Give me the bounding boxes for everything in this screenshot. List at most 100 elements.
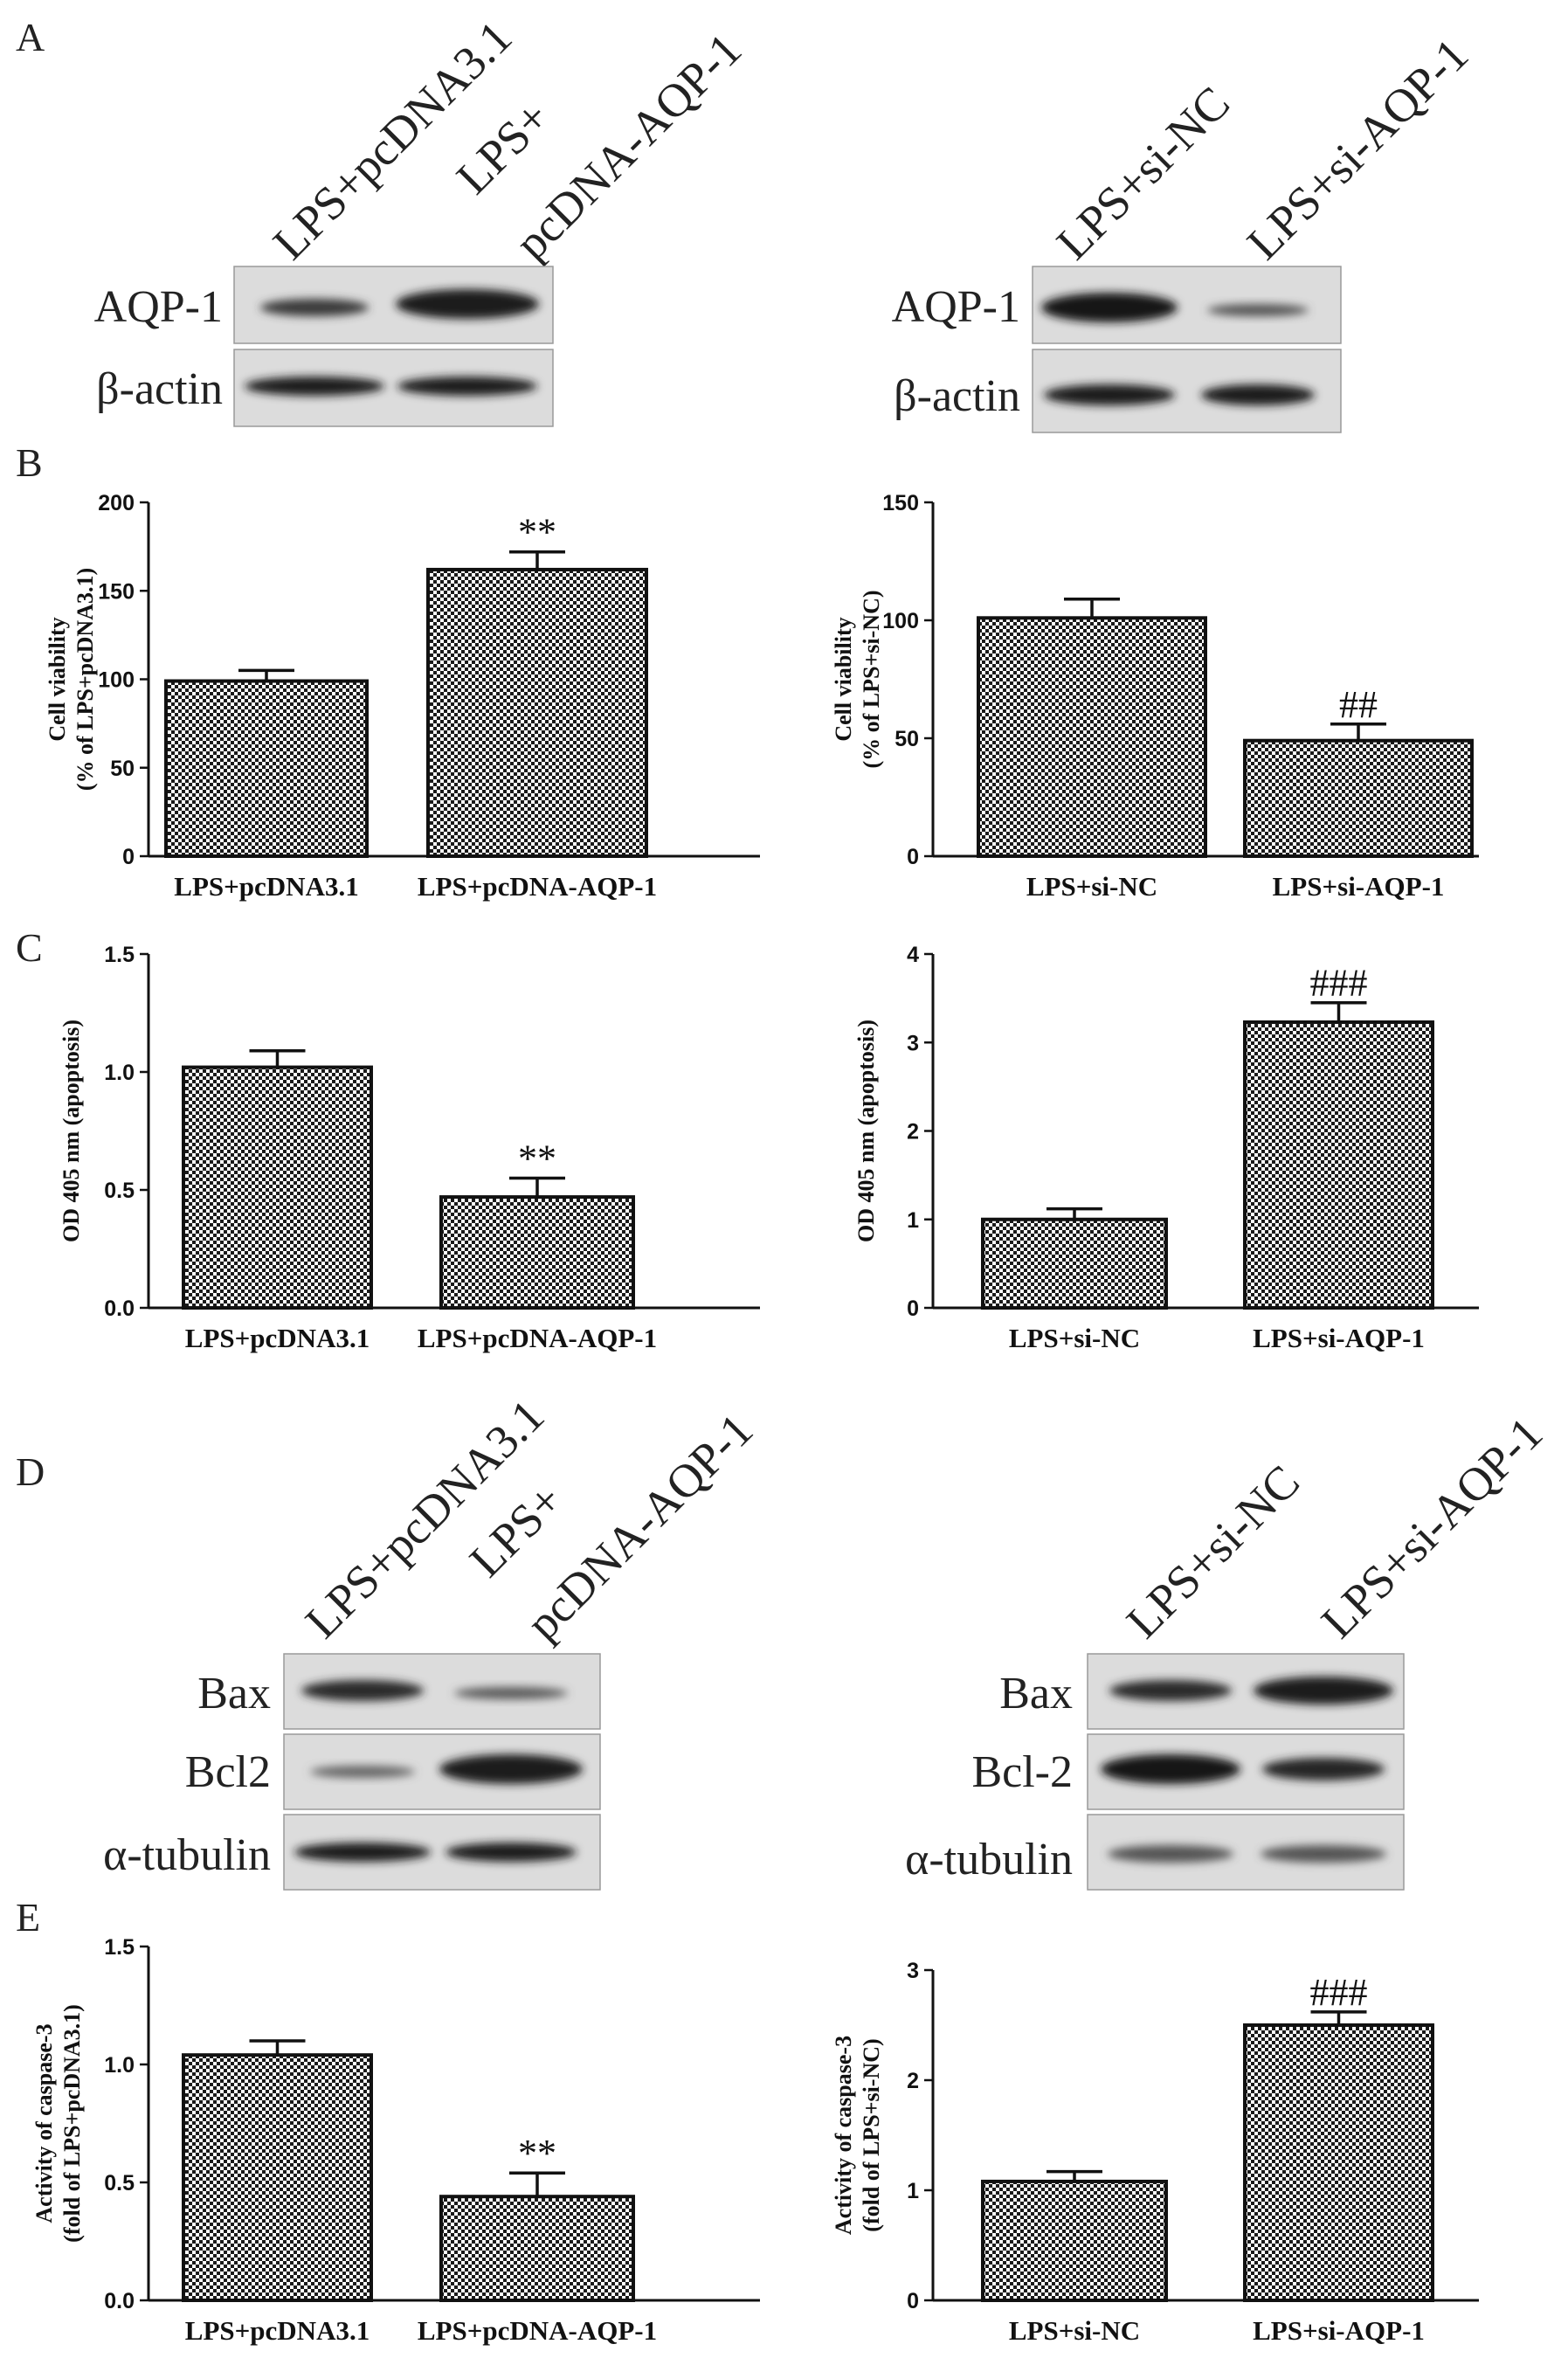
- band: [245, 377, 384, 396]
- protein-label: AQP-1: [892, 282, 1020, 332]
- band: [1261, 1845, 1386, 1863]
- significance-label: ##: [1339, 683, 1378, 726]
- panel-label-c: C: [16, 925, 43, 970]
- y-axis-label: Activity of caspase-3: [831, 2036, 856, 2235]
- band: [1254, 1677, 1393, 1705]
- bar: [426, 567, 648, 858]
- protein-label: Bcl2: [185, 1747, 271, 1797]
- y-tick-label: 2: [907, 2069, 919, 2093]
- chart-apoptosis-overexpression: 0.0 0.5 1.0 1.5 OD 405 nm (apoptosis) LPS+pcD…: [59, 943, 760, 1353]
- chart-apoptosis-knockdown: 0 1 2 3 4 OD 405 nm (apoptosis) LPS+si-NC ### LP…: [853, 943, 1479, 1353]
- protein-label: α-tubulin: [103, 1830, 271, 1880]
- y-tick-label: 0: [907, 1297, 919, 1321]
- y-axis-label: (% of LPS+si-NC): [859, 590, 884, 768]
- significance-label: ###: [1310, 962, 1368, 1005]
- lane-label: LPS+si-AQP-1: [1311, 1407, 1552, 1648]
- protein-label: α-tubulin: [905, 1835, 1073, 1884]
- category-label: LPS+pcDNA-AQP-1: [418, 1323, 657, 1353]
- y-tick-label: 100: [882, 609, 919, 633]
- category-label: LPS+pcDNA3.1: [185, 1323, 370, 1353]
- band: [1108, 1845, 1233, 1863]
- band: [1207, 304, 1309, 316]
- lane-label: LPS+si-AQP-1: [1237, 28, 1478, 269]
- lane-label: LPS+si-NC: [1046, 76, 1240, 269]
- bar: [164, 679, 369, 859]
- significance-label: **: [518, 1138, 556, 1180]
- protein-label: β-actin: [894, 371, 1020, 421]
- blot-a-right: LPS+si-NC LPS+si-AQP-1 AQP-1 β-actin: [892, 28, 1478, 433]
- y-axis-label: (fold of LPS+si-NC): [859, 2038, 884, 2231]
- category-label: LPS+pcDNA3.1: [185, 2315, 370, 2346]
- bar: [981, 1217, 1168, 1310]
- y-tick-label: 0.5: [104, 2171, 135, 2195]
- y-axis-label: Activity of caspase-3: [31, 2023, 57, 2223]
- y-tick-label: 0: [907, 2289, 919, 2313]
- band: [439, 1754, 583, 1784]
- band: [446, 1843, 577, 1862]
- y-tick-label: 0: [122, 845, 135, 869]
- band: [397, 377, 537, 396]
- category-label: LPS+si-AQP-1: [1253, 2315, 1425, 2346]
- band: [301, 1680, 424, 1701]
- bar: [182, 1065, 373, 1310]
- category-label: LPS+pcDNA3.1: [174, 871, 358, 902]
- y-tick-label: 100: [98, 668, 135, 693]
- significance-label: **: [518, 511, 556, 554]
- significance-label: ###: [1310, 1971, 1368, 2014]
- y-axis-label: OD 405 nm (apoptosis): [59, 1020, 84, 1242]
- protein-label: β-actin: [96, 364, 223, 414]
- panel-label-d: D: [16, 1449, 45, 1494]
- protein-label: Bax: [999, 1669, 1073, 1718]
- band: [1109, 1680, 1232, 1701]
- y-tick-label: 0.5: [104, 1179, 135, 1203]
- band: [1041, 293, 1178, 322]
- chart-cell-viability-overexpression: 0 50 100 150 200 Cell viability (% of LPS+pcDN…: [45, 491, 760, 902]
- band: [1101, 1754, 1240, 1784]
- bar: [439, 1195, 635, 1310]
- band: [1044, 384, 1175, 405]
- bar: [1243, 1020, 1434, 1310]
- band: [454, 1687, 568, 1699]
- bar: [1243, 2023, 1434, 2302]
- y-tick-label: 1: [907, 1208, 919, 1233]
- blot-a-left: LPS+pcDNA3.1 LPS+ pcDNA-AQP-1 AQP-1 β-ac…: [94, 10, 751, 427]
- y-tick-label: 50: [895, 727, 919, 751]
- category-label: LPS+si-AQP-1: [1273, 871, 1445, 902]
- y-tick-label: 200: [98, 491, 135, 515]
- y-axis-label: OD 405 nm (apoptosis): [853, 1020, 879, 1242]
- y-tick-label: 150: [98, 579, 135, 604]
- y-tick-label: 1: [907, 2179, 919, 2203]
- protein-label: Bcl-2: [971, 1747, 1073, 1797]
- category-label: LPS+si-AQP-1: [1253, 1323, 1425, 1353]
- y-axis-label: (fold of LPS+pcDNA3.1): [59, 2004, 85, 2243]
- protein-label: Bax: [197, 1669, 271, 1718]
- bar: [439, 2195, 635, 2302]
- y-tick-label: 2: [907, 1120, 919, 1144]
- band: [396, 289, 539, 319]
- chart-cell-viability-knockdown: 0 50 100 150 Cell viability (% of LPS+si-NC) L…: [831, 491, 1479, 902]
- y-tick-label: 1.0: [104, 2053, 135, 2078]
- chart-caspase3-knockdown: 0 1 2 3 Activity of caspase-3 (fold of LPS+si…: [831, 1959, 1479, 2346]
- band: [294, 1843, 431, 1862]
- lane-label: LPS+: [446, 91, 560, 204]
- y-tick-label: 3: [907, 1031, 919, 1055]
- category-label: LPS+si-NC: [1026, 871, 1157, 902]
- band: [1262, 1758, 1385, 1781]
- band: [1201, 384, 1315, 405]
- band: [310, 1766, 415, 1778]
- y-tick-label: 4: [907, 943, 919, 967]
- bar: [977, 616, 1207, 858]
- bar: [981, 2179, 1168, 2302]
- lane-label: pcDNA-AQP-1: [505, 23, 751, 269]
- y-tick-label: 0.0: [104, 1297, 135, 1321]
- y-tick-label: 1.5: [104, 943, 135, 967]
- blot-d-right: LPS+si-NC LPS+si-AQP-1 Bax Bcl-2 α-tubul…: [905, 1407, 1552, 1891]
- y-axis-label: Cell viability: [45, 617, 70, 741]
- category-label: LPS+si-NC: [1009, 1323, 1140, 1353]
- category-label: LPS+pcDNA-AQP-1: [418, 871, 657, 902]
- y-tick-label: 0: [907, 845, 919, 869]
- category-label: LPS+pcDNA-AQP-1: [418, 2315, 657, 2346]
- y-tick-label: 50: [110, 757, 135, 781]
- y-axis-label: Cell viability: [831, 617, 856, 741]
